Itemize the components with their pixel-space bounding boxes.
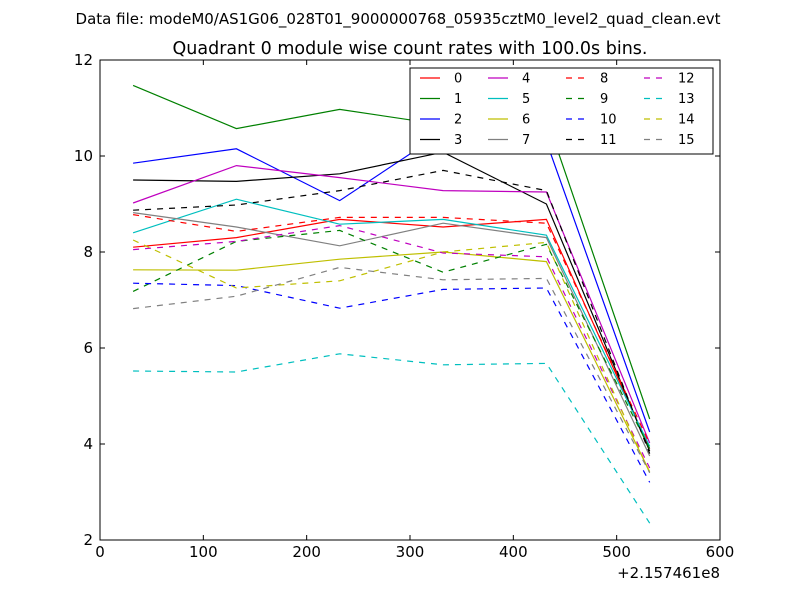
series-line-1 — [132, 84, 651, 420]
legend-label-10: 10 — [600, 113, 617, 128]
x-offset-label: +2.157461e8 — [617, 564, 720, 582]
x-tick-label-200: 200 — [292, 543, 321, 561]
series-line-6 — [133, 251, 651, 473]
legend-label-4: 4 — [522, 72, 530, 87]
legend-label-8: 8 — [600, 72, 608, 87]
series-line-13 — [133, 353, 651, 524]
y-tick-label-10: 10 — [74, 147, 93, 165]
series-line-0 — [133, 218, 651, 450]
legend-label-7: 7 — [522, 133, 530, 148]
legend-label-12: 12 — [678, 72, 695, 87]
series-line-10 — [133, 282, 651, 483]
series-line-8 — [133, 214, 651, 445]
legend-frame — [409, 67, 714, 155]
x-tick-label-0: 0 — [95, 543, 105, 561]
series-line-15 — [133, 266, 651, 474]
legend-label-9: 9 — [600, 92, 608, 107]
series-line-2 — [133, 131, 651, 433]
series-line-12 — [133, 224, 651, 469]
figure-suptitle: Data file: modeM0/AS1G06_028T01_90000007… — [76, 10, 721, 29]
legend-label-3: 3 — [454, 133, 462, 148]
y-tick-label-8: 8 — [83, 243, 93, 261]
x-tick-label-500: 500 — [602, 543, 631, 561]
y-tick-label-2: 2 — [83, 531, 93, 549]
y-tick-label-6: 6 — [83, 339, 93, 357]
series-line-7 — [133, 212, 651, 457]
legend-label-14: 14 — [678, 113, 695, 128]
x-tick-label-100: 100 — [189, 543, 218, 561]
legend-label-11: 11 — [600, 133, 617, 148]
chart-title: Quadrant 0 module wise count rates with … — [173, 39, 648, 59]
series-line-5 — [132, 198, 651, 447]
series-line-4 — [132, 164, 651, 444]
legend-label-15: 15 — [678, 133, 695, 148]
y-tick-label-4: 4 — [83, 435, 93, 453]
legend-label-2: 2 — [454, 113, 462, 128]
legend-label-1: 1 — [454, 92, 462, 107]
legend-label-0: 0 — [454, 72, 462, 87]
x-tick-label-300: 300 — [396, 543, 425, 561]
x-tick-label-600: 600 — [706, 543, 735, 561]
x-tick-label-400: 400 — [499, 543, 528, 561]
legend-label-13: 13 — [678, 92, 695, 107]
series-line-14 — [132, 239, 651, 474]
y-tick-label-12: 12 — [74, 51, 93, 69]
series-line-3 — [133, 151, 651, 452]
series-layer — [132, 84, 651, 524]
legend-label-6: 6 — [522, 113, 530, 128]
legend-label-5: 5 — [522, 92, 530, 107]
series-line-11 — [133, 169, 651, 454]
